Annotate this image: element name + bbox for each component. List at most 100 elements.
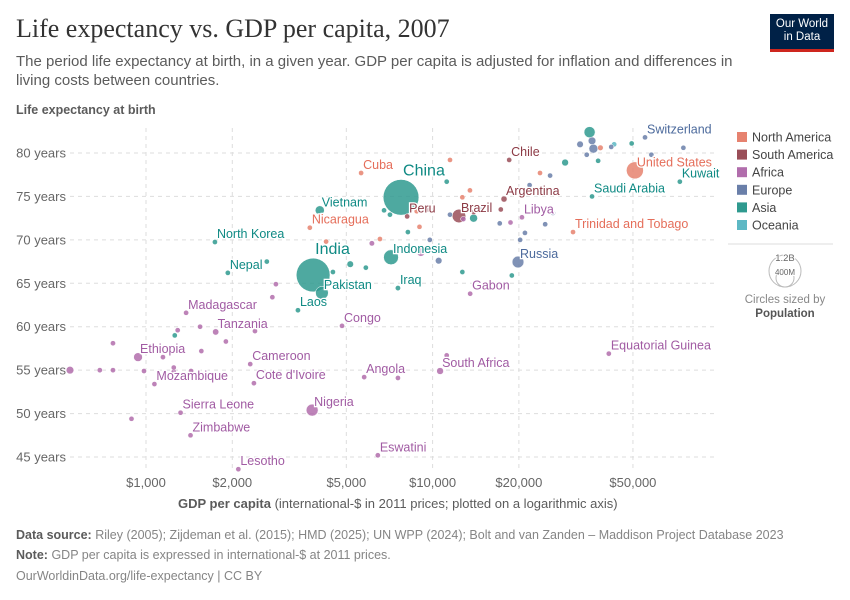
point-label: India [315,241,350,258]
point-kuwait [677,178,683,185]
point-label: Tanzania [218,317,268,331]
point-pakistan [315,286,329,300]
point-country [141,368,147,374]
x-tick-label: $1,000 [126,475,166,490]
point-label: Lesotho [240,454,285,468]
point-country [469,213,478,223]
point-country [576,140,584,148]
point-country [237,263,243,269]
chart-subtitle: The period life expectancy at birth, in … [16,53,733,89]
point-country [496,220,503,227]
point-cuba [358,170,364,176]
point-label: Nepal [230,258,263,272]
point-country [435,257,443,265]
point-country [110,340,116,347]
y-tick-label: 65 years [16,276,66,291]
point-label: Congo [344,311,381,325]
point-mozambique [151,381,158,387]
point-label: North Korea [217,227,284,241]
legend-label: Europe [752,183,792,197]
point-label: Madagascar [188,298,257,312]
x-axis-title-bold: GDP per capita [178,496,272,511]
owid-logo[interactable]: Our World in Data [770,14,834,52]
point-label: Switzerland [647,122,712,136]
point-country [526,182,533,188]
point-label: Saudi Arabia [594,181,665,195]
size-legend-large-label: 1.2B [775,253,795,264]
point-united-states [626,161,644,180]
point-label: Iraq [400,273,422,287]
point-country [460,216,467,222]
point-india [296,257,331,293]
point-label: Indonesia [393,242,447,256]
y-tick-label: 60 years [16,319,66,334]
point-north-korea [212,239,218,245]
point-label: Cote d'Ivoire [256,368,326,382]
point-country [223,338,229,345]
point-country [459,269,466,275]
source-link[interactable]: OurWorldinData.org/life-expectancy | CC … [16,569,263,583]
data-source: Data source: Riley (2005); Zijdeman et a… [16,528,784,542]
point-country [413,208,420,215]
point-country [416,223,423,230]
point-country [447,211,453,218]
point-chile [506,157,513,163]
point-country [470,209,477,215]
point-country [273,281,279,288]
point-country [595,157,601,164]
point-label: Russia [520,247,558,261]
point-country [547,172,553,179]
point-country [263,258,270,265]
point-country [508,272,515,279]
grid: 45 years 50 years 55 years 60 years 65 years… [16,128,715,490]
point-libya [519,214,525,221]
point-label: Vietnam [322,195,368,209]
point-label: China [403,162,445,179]
source-text: Riley (2005); Zijdeman et al. (2015); HM… [95,528,784,542]
point-label: Peru [409,201,435,215]
point-indonesia [383,249,399,265]
point-country [497,206,504,213]
x-tick-label: $50,000 [609,475,656,490]
point-country [198,348,205,354]
point-label: Angola [366,362,405,376]
size-legend-small-label: 400M [775,268,795,277]
point-label: Kuwait [682,167,720,181]
point-country [517,237,523,243]
point-lesotho [235,466,242,473]
point-label: Ethiopia [140,342,185,356]
point-russia [511,255,525,269]
point-country [405,229,411,235]
point-country [96,367,103,373]
point-country [65,366,75,375]
point-country [537,170,543,176]
note-text: GDP per capita is expressed in internati… [51,548,391,562]
legend-swatch [737,202,747,213]
point-country [252,328,258,334]
y-tick-label: 80 years [16,146,66,161]
legend-label: Asia [752,201,776,215]
point-country [381,207,387,214]
point-angola [361,374,368,380]
note-label: Note: [16,548,48,562]
point-country [587,136,597,145]
point-iraq [395,285,401,291]
point-country [426,237,433,243]
point-labels: China India United States Indonesia Brazil Pa… [139,121,721,469]
point-label: Pakistan [324,278,372,292]
point-country [648,151,655,158]
point-label: Cameroon [252,349,310,363]
point-zimbabwe [187,432,194,439]
legend-label: South America [752,148,833,162]
point-sierra-leone [177,409,184,416]
legend-swatch [737,220,747,230]
point-cote-d-ivoire [251,380,257,387]
point-country [507,219,514,226]
point-country [476,206,483,213]
point-equatorial-guinea [605,350,612,357]
point-country [171,332,178,339]
point-saudi-arabia [589,193,595,200]
point-label: Gabon [472,279,510,293]
point-switzerland [642,134,648,141]
points [65,126,687,473]
